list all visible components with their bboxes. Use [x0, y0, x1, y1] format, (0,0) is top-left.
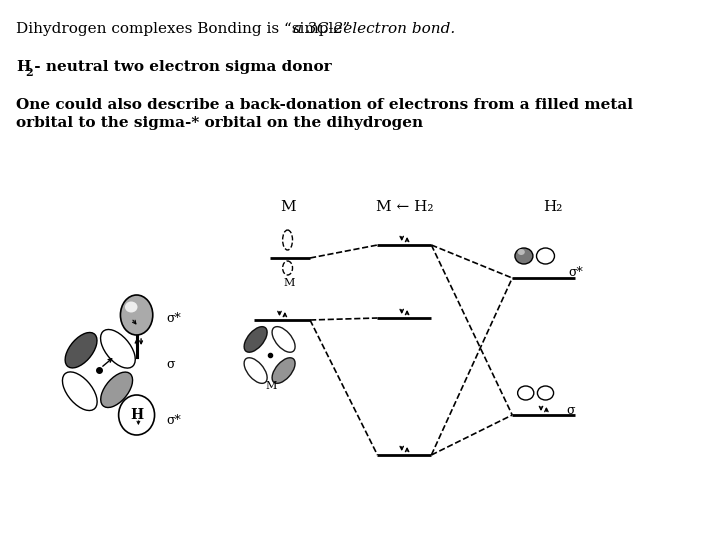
- Text: H: H: [130, 408, 143, 422]
- Text: M: M: [284, 278, 295, 288]
- Ellipse shape: [244, 327, 267, 352]
- Text: σ*: σ*: [568, 267, 582, 280]
- Text: M ← H₂: M ← H₂: [376, 200, 433, 214]
- Ellipse shape: [272, 357, 295, 383]
- Text: 2: 2: [25, 67, 33, 78]
- Text: M: M: [266, 381, 277, 391]
- Ellipse shape: [536, 248, 554, 264]
- Text: H₂: H₂: [543, 200, 562, 214]
- Text: M: M: [280, 200, 295, 214]
- Ellipse shape: [120, 295, 153, 335]
- Text: σ: σ: [166, 357, 175, 370]
- Ellipse shape: [125, 301, 138, 313]
- Ellipse shape: [65, 333, 97, 368]
- Text: σ*: σ*: [166, 414, 181, 427]
- Text: σ*: σ*: [166, 312, 181, 325]
- Ellipse shape: [515, 248, 533, 264]
- Ellipse shape: [537, 386, 554, 400]
- Circle shape: [119, 395, 155, 435]
- Text: Dihydrogen complexes Bonding is “simple”: Dihydrogen complexes Bonding is “simple”: [16, 22, 355, 36]
- Ellipse shape: [272, 327, 295, 352]
- Text: - neutral two electron sigma donor: - neutral two electron sigma donor: [29, 60, 331, 74]
- Ellipse shape: [244, 357, 267, 383]
- Text: σ: σ: [566, 403, 575, 416]
- Ellipse shape: [63, 372, 97, 410]
- Ellipse shape: [101, 372, 132, 408]
- Ellipse shape: [518, 386, 534, 400]
- Text: orbital to the sigma-* orbital on the dihydrogen: orbital to the sigma-* orbital on the di…: [16, 116, 423, 130]
- Text: a 3C-2electron bond.: a 3C-2electron bond.: [293, 22, 455, 36]
- Ellipse shape: [101, 329, 135, 368]
- Text: H: H: [16, 60, 30, 74]
- Text: One could also describe a back-donation of electrons from a filled metal: One could also describe a back-donation …: [16, 98, 633, 112]
- Ellipse shape: [518, 249, 525, 255]
